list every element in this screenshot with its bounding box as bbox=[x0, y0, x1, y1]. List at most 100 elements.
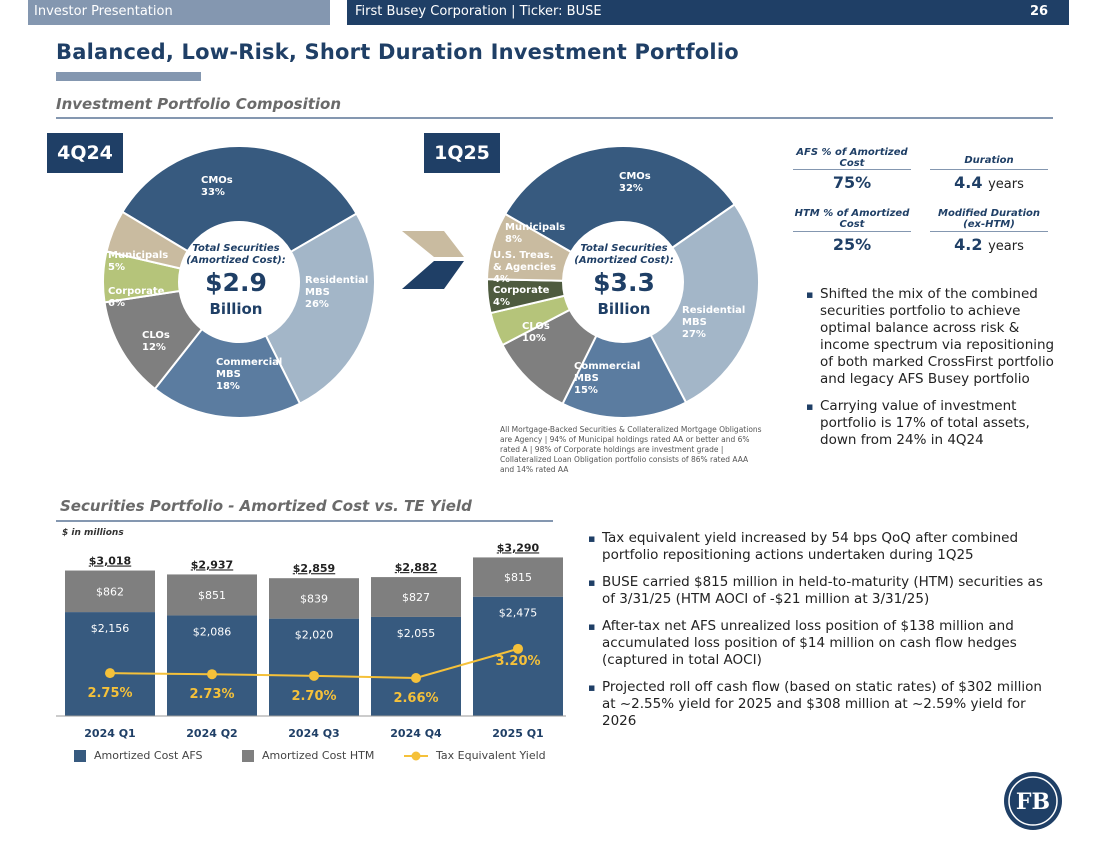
bar-total-label: $2,882 bbox=[395, 561, 437, 574]
donut-chart-4q24 bbox=[102, 145, 376, 419]
donut-slice-residential-mbs bbox=[649, 202, 760, 404]
afs-value-label: $2,156 bbox=[91, 622, 130, 635]
amortized-cost-chart: $862 $2,156 $3,018 2024 Q1 $851 $2,086 $2,937 2… bbox=[56, 541, 566, 740]
legend-htm: Amortized Cost HTM bbox=[242, 749, 374, 762]
afs-divider bbox=[793, 169, 911, 170]
logo-mark: FB bbox=[1004, 772, 1062, 830]
htm-value-label: $827 bbox=[402, 591, 430, 604]
bar-total-label: $2,937 bbox=[191, 558, 233, 571]
donut-slice-municipals bbox=[105, 210, 189, 270]
q1-label-cmos: CMOs 32% bbox=[619, 171, 651, 194]
q4-label-corporate: Corporate 6% bbox=[108, 286, 165, 309]
afs-value-label: $2,086 bbox=[193, 625, 232, 638]
header-left-bar bbox=[28, 0, 330, 25]
q4-total-unit: Billion bbox=[209, 300, 263, 318]
q1-label-corporate: Corporate 4% bbox=[493, 285, 550, 308]
htm-value-label: $815 bbox=[504, 571, 532, 584]
bullet-carrying-value: Carrying value of investment portfolio i… bbox=[806, 398, 1056, 449]
bar-htm bbox=[473, 557, 563, 597]
header-presentation-label: Investor Presentation bbox=[34, 4, 173, 19]
page-title: Balanced, Low-Risk, Short Duration Inves… bbox=[56, 40, 739, 64]
q1-label-municipals: Municipals 8% bbox=[505, 222, 566, 245]
duration-label: Duration bbox=[964, 155, 1014, 166]
q1-center-caption: Total Securities (Amortized Cost): bbox=[574, 243, 674, 266]
page-number: 26 bbox=[1030, 4, 1049, 19]
q1-label-commercial: Commercial MBS 15% bbox=[574, 361, 641, 396]
donut-hole bbox=[180, 223, 298, 341]
donut-slice-municipals bbox=[486, 212, 573, 282]
htm-value-label: $839 bbox=[300, 592, 328, 605]
bar-afs bbox=[371, 616, 461, 716]
chart-heading: Securities Portfolio - Amortized Cost vs… bbox=[60, 497, 472, 515]
legend-yield: Tax Equivalent Yield bbox=[404, 749, 546, 762]
header-company-label: First Busey Corporation | Ticker: BUSE bbox=[355, 4, 602, 19]
svg-text:FB: FB bbox=[1016, 789, 1050, 815]
yield-value-label: 2.73% bbox=[189, 687, 234, 702]
bar-afs bbox=[65, 612, 155, 716]
q4-label-municipals: Municipals 5% bbox=[108, 250, 169, 273]
bullet-htm: BUSE carried $815 million in held-to-mat… bbox=[588, 574, 1058, 608]
category-label: 2024 Q3 bbox=[288, 727, 339, 740]
portfolio-bullets: Shifted the mix of the combined securiti… bbox=[806, 286, 1056, 459]
bullet-mix-shift: Shifted the mix of the combined securiti… bbox=[806, 286, 1056, 388]
donut-slice-commercial-mbs bbox=[153, 327, 302, 419]
yield-value-label: 2.70% bbox=[291, 689, 336, 704]
htm-value-label: $862 bbox=[96, 585, 124, 598]
composition-footnote: All Mortgage-Backed Securities & Collate… bbox=[500, 425, 762, 474]
yield-point bbox=[309, 670, 319, 681]
legend-afs: Amortized Cost AFS bbox=[74, 749, 202, 762]
yield-bullets: Tax equivalent yield increased by 54 bps… bbox=[588, 530, 1058, 740]
q1-total-unit: Billion bbox=[597, 300, 651, 318]
bar-total-label: $3,290 bbox=[497, 541, 540, 554]
composition-heading: Investment Portfolio Composition bbox=[56, 95, 342, 113]
yield-point bbox=[513, 643, 523, 654]
q4-label-clos: CLOs 12% bbox=[142, 330, 170, 353]
transition-arrow-icon bbox=[402, 231, 464, 289]
bar-htm bbox=[65, 570, 155, 613]
company-logo: FB bbox=[1003, 771, 1063, 831]
q4-label-residential: Residential MBS 26% bbox=[305, 275, 369, 310]
title-accent-bar bbox=[56, 72, 201, 81]
q4-center-caption: Total Securities (Amortized Cost): bbox=[186, 243, 286, 266]
q4-label-commercial: Commercial MBS 18% bbox=[216, 357, 283, 392]
afs-value-label: $2,020 bbox=[295, 629, 334, 642]
bar-total-label: $3,018 bbox=[89, 555, 131, 568]
mod-duration-label: Modified Duration (ex-HTM) bbox=[938, 208, 1040, 230]
composition-divider bbox=[56, 117, 1053, 119]
category-label: 2024 Q2 bbox=[186, 727, 237, 740]
category-label: 2024 Q1 bbox=[84, 727, 135, 740]
chart-units-note: $ in millions bbox=[62, 528, 124, 538]
donut-slice-cmos bbox=[121, 145, 358, 254]
yield-value-label: 3.20% bbox=[495, 654, 540, 669]
category-label: 2024 Q4 bbox=[390, 727, 442, 740]
header-right-bar bbox=[347, 0, 1069, 25]
afs-pct-value: 75% bbox=[832, 173, 872, 192]
yield-value-label: 2.66% bbox=[393, 691, 438, 706]
htm-pct-value: 25% bbox=[832, 235, 872, 254]
mod-duration-value: 4.2 years bbox=[954, 235, 1024, 254]
bar-htm bbox=[371, 577, 461, 617]
q1-label-residential: Residential MBS 27% bbox=[682, 305, 746, 340]
q1-label-clos: CLOs 10% bbox=[522, 321, 550, 344]
q4-total-value: $2.9 bbox=[205, 268, 267, 297]
bar-htm bbox=[167, 574, 257, 616]
q1-label-treasuries: U.S. Treas. & Agencies 4% bbox=[493, 250, 557, 285]
bar-htm bbox=[269, 578, 359, 619]
mod-duration-divider bbox=[930, 231, 1048, 232]
donut-slice-commercial-mbs bbox=[561, 333, 688, 419]
legend-yield-marker bbox=[404, 751, 428, 760]
yield-point bbox=[105, 668, 115, 679]
afs-pct-label: AFS % of Amortized Cost bbox=[796, 147, 908, 169]
htm-pct-label: HTM % of Amortized Cost bbox=[794, 208, 910, 230]
q4-label-cmos: CMOs 33% bbox=[201, 175, 233, 198]
legend-htm-swatch bbox=[242, 749, 254, 762]
afs-value-label: $2,055 bbox=[397, 627, 436, 640]
afs-value-label: $2,475 bbox=[499, 607, 538, 620]
bar-total-label: $2,859 bbox=[293, 562, 335, 575]
htm-divider bbox=[793, 231, 911, 232]
badge-1q25: 1Q25 bbox=[424, 133, 500, 173]
yield-point bbox=[207, 669, 217, 680]
yield-point bbox=[411, 673, 421, 683]
donut-slice-residential-mbs bbox=[264, 212, 376, 405]
badge-4q24: 4Q24 bbox=[47, 133, 123, 173]
